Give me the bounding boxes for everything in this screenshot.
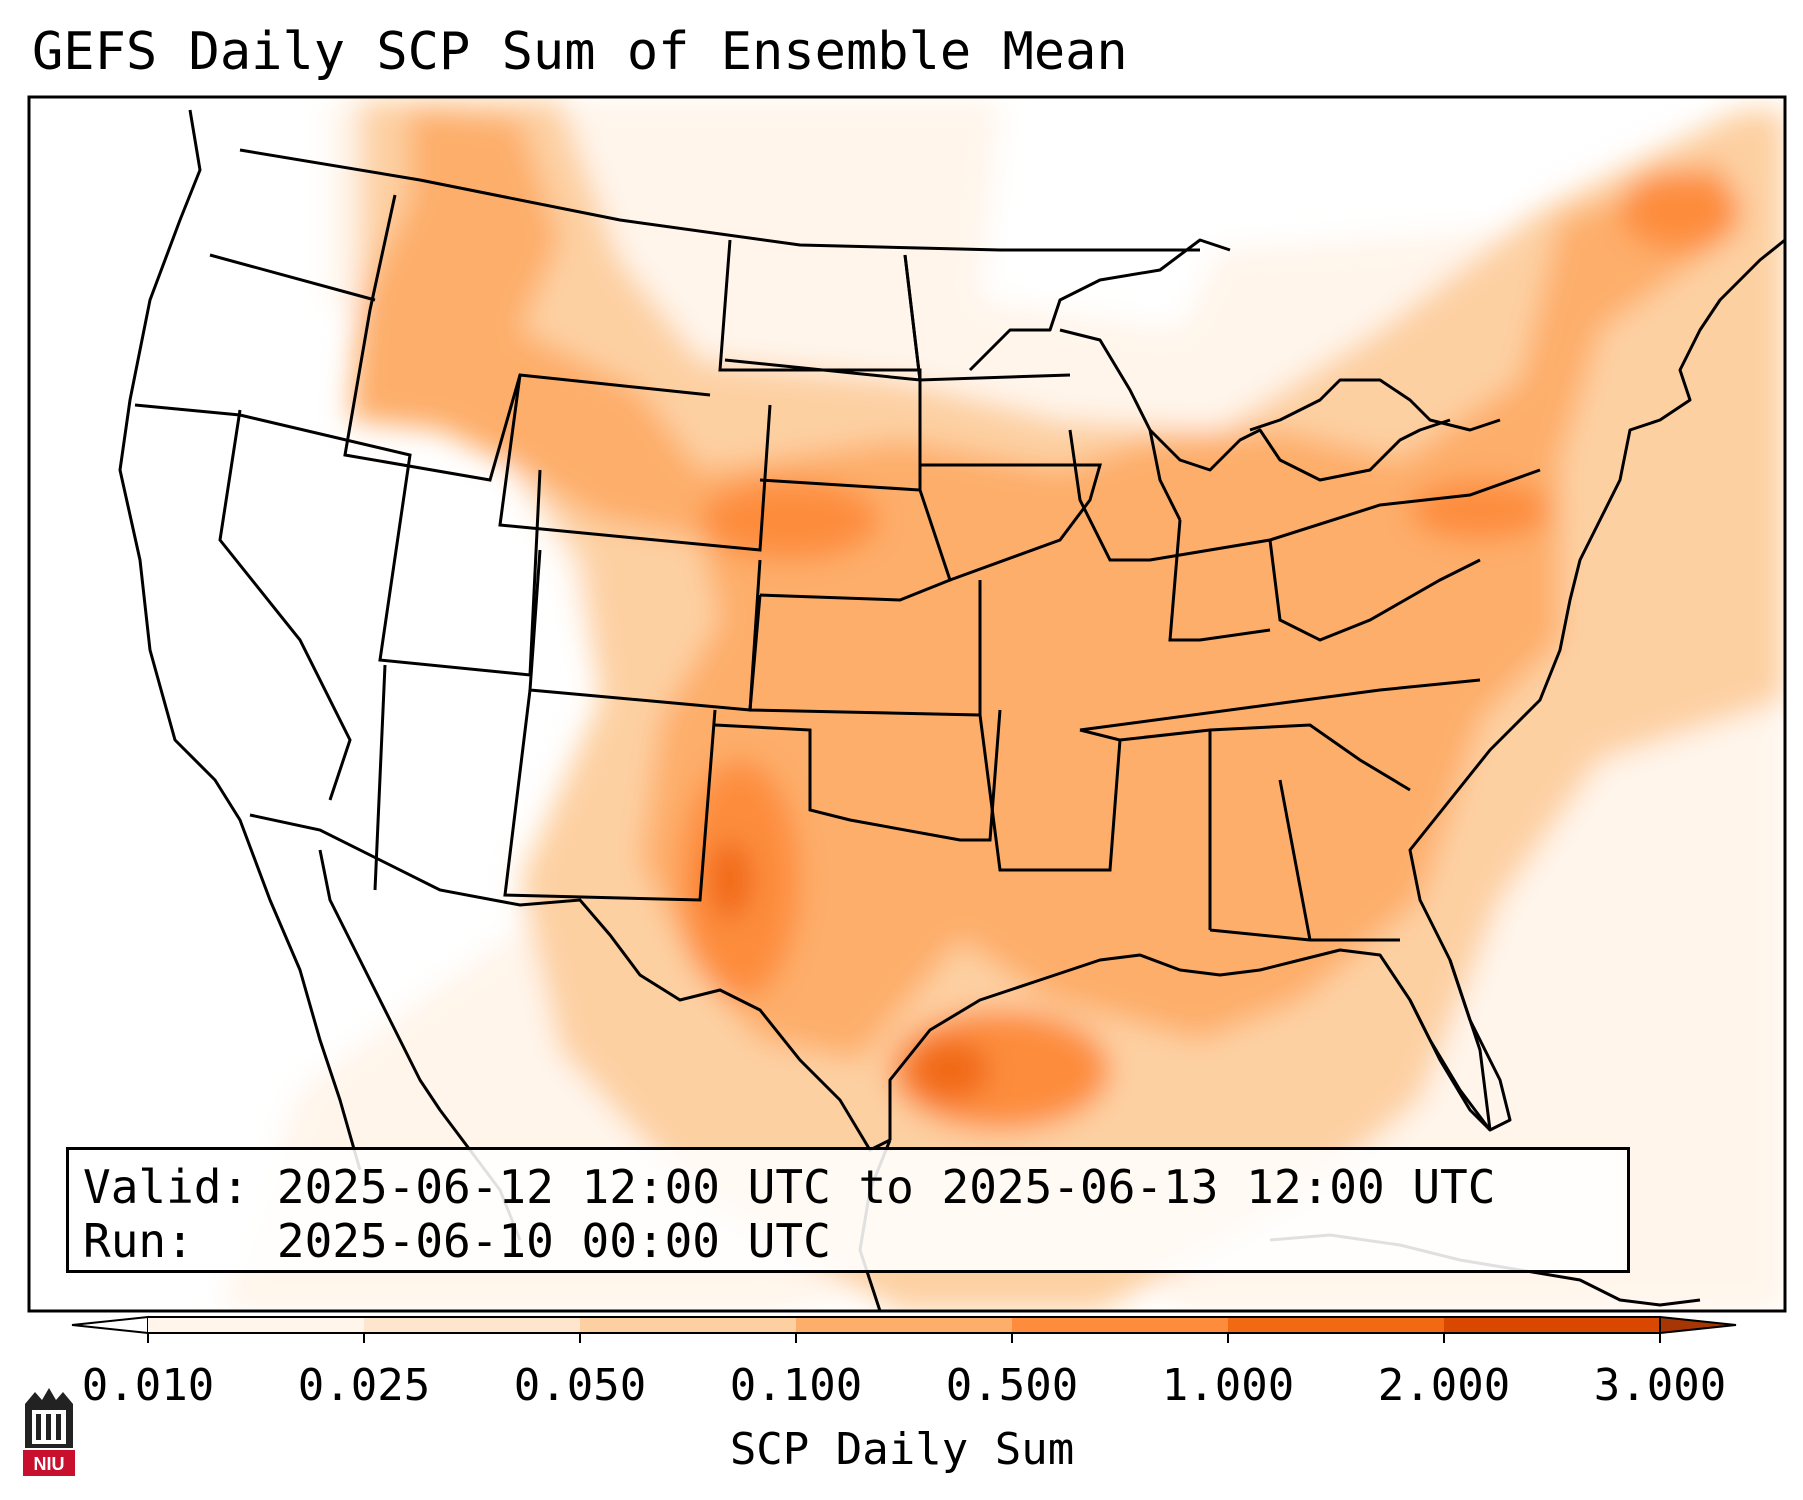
colorbar-tick-label: 0.010	[81, 1360, 215, 1411]
colorbar-bin	[148, 1317, 365, 1333]
border-id-nv-ut	[239, 413, 542, 677]
scp-max-gulf	[910, 1040, 990, 1100]
scp-core-nebraska	[700, 480, 880, 560]
scp-max-texas	[708, 840, 752, 920]
scp-core-pennsylvania	[1410, 480, 1550, 540]
coastline-atlantic	[1408, 238, 1785, 1131]
run-label: Run:	[83, 1214, 194, 1268]
border-wa-or	[209, 253, 376, 302]
page-title: GEFS Daily SCP Sum of Ensemble Mean	[32, 22, 1128, 82]
border-us-mexico	[249, 813, 891, 1152]
colorbar-extend-min	[71, 1315, 149, 1335]
scp-core-gulf	[890, 1010, 1110, 1130]
border-az-nm	[373, 664, 717, 902]
border-co	[528, 549, 762, 712]
run-time: 2025-06-10 00:00 UTC	[276, 1214, 831, 1268]
florida	[1408, 959, 1512, 1132]
border-southeast	[1079, 678, 1481, 942]
colorbar-bin	[580, 1317, 797, 1333]
map-frame	[27, 95, 1787, 1313]
colorbar-bin	[364, 1317, 581, 1333]
valid-label: Valid:	[83, 1160, 250, 1214]
colorbar-tick-label: 2.000	[1377, 1360, 1511, 1411]
coastline-canada	[968, 238, 1231, 372]
svg-text:NIU: NIU	[34, 1454, 65, 1474]
great-lakes	[1059, 328, 1501, 521]
border-wy	[498, 374, 772, 552]
border-id-mt	[343, 194, 711, 482]
colorbar	[71, 1315, 1737, 1343]
coastline-west	[118, 109, 362, 1171]
niu-logo: NIU	[23, 1388, 75, 1476]
colorbar-tick-label: 0.500	[945, 1360, 1079, 1411]
border-mn-ia-mo	[903, 254, 1122, 872]
colorbar-tick-label: 0.050	[513, 1360, 647, 1411]
border-or-ca	[134, 403, 241, 417]
border-midwest	[1068, 429, 1541, 642]
colorbar-tick-label: 0.025	[297, 1360, 431, 1411]
scp-core-new-england	[1620, 170, 1740, 250]
border-us-canada-west	[239, 148, 1200, 252]
valid-run-info-box: Valid: 2025-06-12 12:00 UTC to 2025-06-1…	[66, 1147, 1630, 1273]
colorbar-tick-label: 3.000	[1593, 1360, 1727, 1411]
valid-time: 2025-06-12 12:00 UTC to 2025-06-13 12:00…	[276, 1160, 1496, 1214]
colorbar-bin	[1012, 1317, 1229, 1333]
colorbar-bin	[1228, 1317, 1445, 1333]
colorbar-tick-label: 0.100	[729, 1360, 863, 1411]
colorbar-label: SCP Daily Sum	[729, 1424, 1075, 1475]
scp-field	[220, 100, 1785, 1311]
colorbar-bin	[796, 1317, 1013, 1333]
colorbar-bin	[1444, 1317, 1661, 1333]
colorbar-extend-max	[1659, 1315, 1737, 1335]
border-ca-nv	[218, 409, 352, 801]
colorbar-tick-label: 1.000	[1161, 1360, 1295, 1411]
